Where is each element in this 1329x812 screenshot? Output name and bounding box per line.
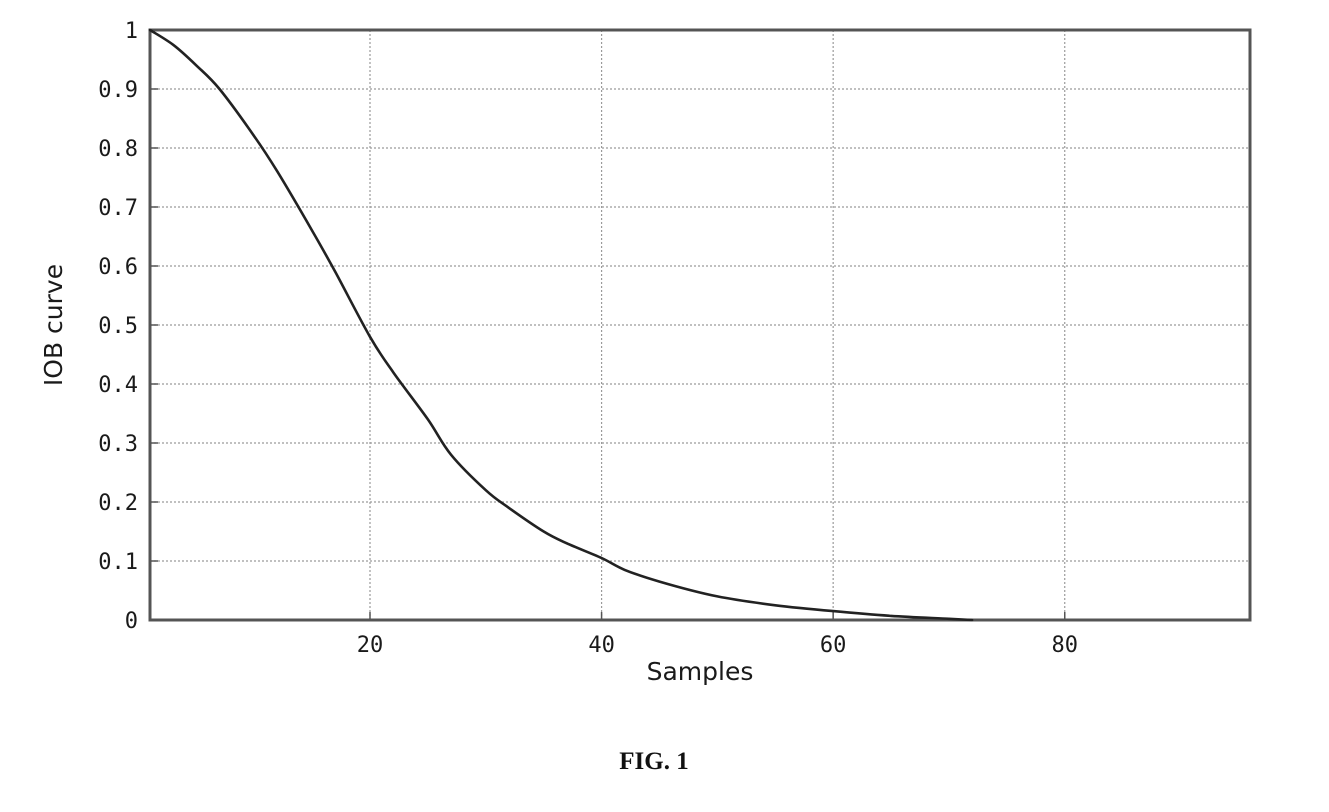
x-tick-label: 60 xyxy=(820,633,847,658)
series-lines xyxy=(148,28,974,622)
x-axis-title: Samples xyxy=(647,657,754,686)
y-tick-label: 0.4 xyxy=(98,373,138,398)
y-tick-label: 0.3 xyxy=(98,432,138,457)
figure-caption: FIG. 1 xyxy=(619,748,688,775)
line-chart: 0 0.1 0.2 0.3 0.4 0.5 0.6 0.7 0.8 0.9 1 20 40 60 80 S… xyxy=(39,19,1252,686)
y-tick-label: 0.7 xyxy=(98,196,138,221)
y-tick-label: 0.9 xyxy=(98,78,138,103)
y-axis-ticks: 0 0.1 0.2 0.3 0.4 0.5 0.6 0.7 0.8 0.9 1 xyxy=(98,19,158,634)
y-tick-label: 0.8 xyxy=(98,137,138,162)
grid-lines xyxy=(150,30,1250,620)
y-tick-label: 0.1 xyxy=(98,550,138,575)
x-tick-label: 20 xyxy=(357,633,384,658)
x-axis-ticks: 20 40 60 80 xyxy=(357,612,1078,658)
y-axis-title: IOB curve xyxy=(39,264,68,386)
y-tick-label: 0.5 xyxy=(98,314,138,339)
x-tick-label: 80 xyxy=(1051,633,1078,658)
y-tick-label: 0 xyxy=(125,609,138,634)
x-tick-label: 40 xyxy=(588,633,615,658)
y-tick-label: 0.6 xyxy=(98,255,138,280)
y-tick-label: 1 xyxy=(125,19,138,44)
series-line-0 xyxy=(148,28,974,622)
y-tick-label: 0.2 xyxy=(98,491,138,516)
